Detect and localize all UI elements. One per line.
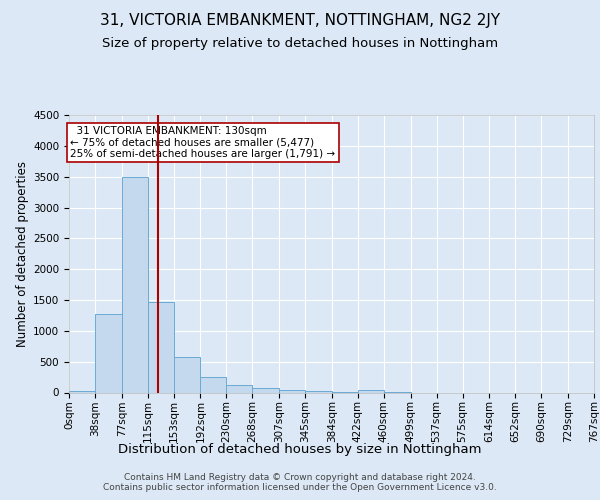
Text: 31, VICTORIA EMBANKMENT, NOTTINGHAM, NG2 2JY: 31, VICTORIA EMBANKMENT, NOTTINGHAM, NG2… <box>100 12 500 28</box>
Bar <box>279 390 305 392</box>
Bar <box>226 385 253 392</box>
Text: Distribution of detached houses by size in Nottingham: Distribution of detached houses by size … <box>118 442 482 456</box>
Text: Contains HM Land Registry data © Crown copyright and database right 2024.
Contai: Contains HM Land Registry data © Crown c… <box>103 473 497 492</box>
Text: Size of property relative to detached houses in Nottingham: Size of property relative to detached ho… <box>102 38 498 51</box>
Bar <box>174 356 200 392</box>
Bar <box>122 176 148 392</box>
Bar <box>253 388 279 392</box>
Bar <box>358 390 384 392</box>
Bar <box>148 302 174 392</box>
Bar <box>95 314 122 392</box>
Text: 31 VICTORIA EMBANKMENT: 130sqm
← 75% of detached houses are smaller (5,477)
25% : 31 VICTORIA EMBANKMENT: 130sqm ← 75% of … <box>70 126 335 160</box>
Y-axis label: Number of detached properties: Number of detached properties <box>16 161 29 347</box>
Bar <box>69 390 95 392</box>
Bar <box>200 378 226 392</box>
